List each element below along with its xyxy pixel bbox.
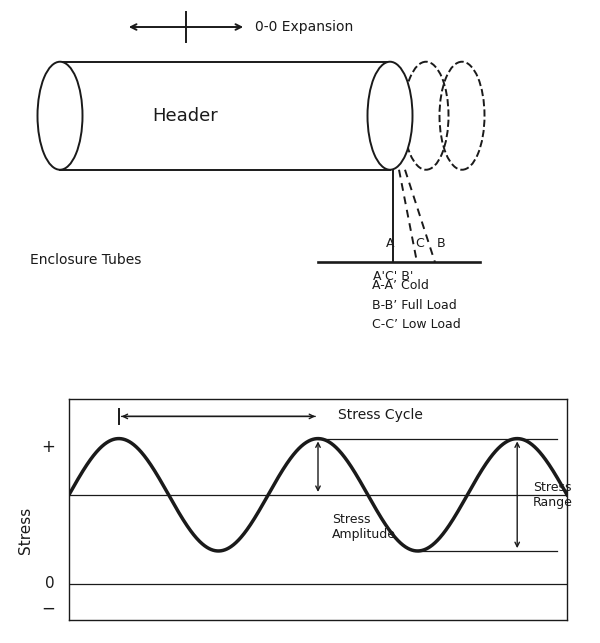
Text: Stress: Stress [17,507,32,554]
Text: B: B [437,237,445,250]
Text: Stress
Amplitude: Stress Amplitude [332,512,396,541]
Text: Header: Header [152,107,218,125]
Text: C-C’ Low Load: C-C’ Low Load [372,318,461,331]
Text: 0-0 Expansion: 0-0 Expansion [255,20,353,34]
Text: Stress Cycle: Stress Cycle [338,408,423,422]
Text: +: + [41,438,55,456]
Ellipse shape [367,62,413,170]
Text: C: C [416,237,424,250]
Text: Enclosure Tubes: Enclosure Tubes [30,253,142,267]
Text: −: − [41,600,55,618]
Text: A-A’ Cold: A-A’ Cold [372,279,429,293]
Text: A'C' B': A'C' B' [373,269,413,283]
Text: A: A [386,237,394,250]
Text: Stress
Range: Stress Range [533,481,573,509]
Text: B-B’ Full Load: B-B’ Full Load [372,298,457,312]
Text: 0: 0 [46,576,55,591]
Ellipse shape [37,62,83,170]
